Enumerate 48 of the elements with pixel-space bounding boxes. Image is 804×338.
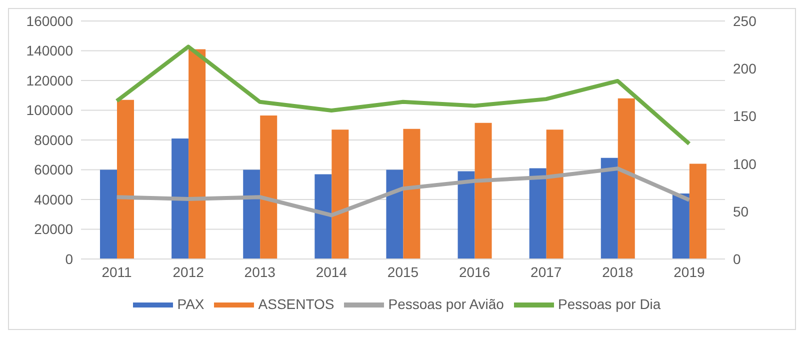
line-series [114,44,692,146]
y2-tick-label: 250 [733,12,757,29]
bar [172,138,189,259]
bar [689,164,706,259]
x-tick-label: 2017 [530,264,562,280]
y2-tick-label: 150 [733,108,757,124]
x-tick-label: 2018 [602,264,634,280]
y-tick-label: 120000 [26,72,74,88]
x-tick-label: 2014 [316,264,348,280]
legend-label: Pessoas por Avião [388,296,504,312]
y-tick-label: 140000 [26,42,74,59]
y-tick-label: 100000 [26,102,74,118]
x-tick-label: 2013 [244,264,276,280]
bar [332,130,349,259]
legend-label: PAX [177,296,204,312]
bar [529,168,546,259]
bar [188,49,206,259]
y2-tick-label: 50 [733,203,749,220]
x-tick-label: 2016 [458,264,490,280]
bar [600,158,618,259]
bar [458,171,475,259]
x-tick-label: 2015 [387,264,419,280]
bar [260,115,278,259]
legend-label: Pessoas por Dia [558,296,661,312]
y-tick-label: 160000 [26,12,74,29]
bar [243,170,260,259]
bar [314,174,332,259]
x-tick-label: 2019 [674,264,706,280]
y2-tick-label: 200 [733,60,757,77]
x-tick-label: 2011 [102,264,132,280]
bar [546,130,564,259]
bar [117,100,134,259]
bar [100,170,117,259]
y2-tick-label: 100 [733,156,757,172]
legend-label: ASSENTOS [258,296,334,312]
y-tick-label: 20000 [34,221,74,238]
y2-tick-label: 0 [733,250,741,267]
y-tick-label: 40000 [34,191,74,208]
bar [386,170,404,259]
bar [474,122,492,259]
y-tick-label: 0 [65,250,74,267]
bar [618,98,635,259]
bar [403,128,420,259]
y-tick-label: 60000 [34,162,74,178]
bar [672,194,690,259]
line-series [114,166,692,218]
x-tick-label: 2012 [172,264,204,280]
y-tick-label: 80000 [34,132,74,148]
